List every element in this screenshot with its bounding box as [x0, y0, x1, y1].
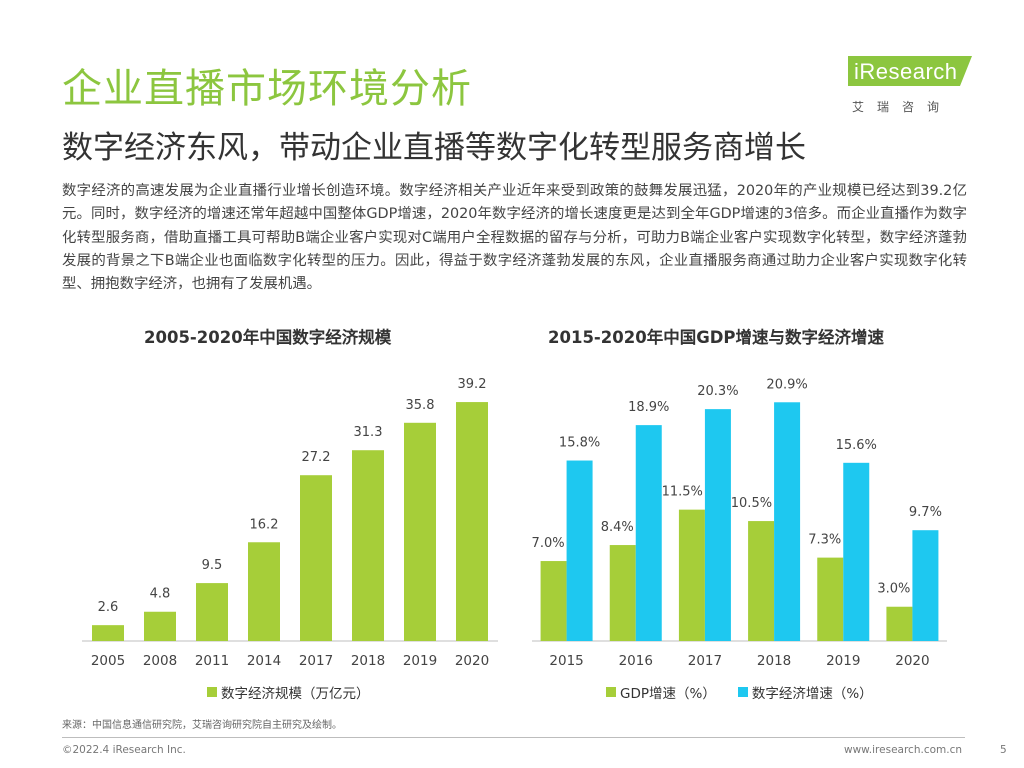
data-label-2005-1: 2.6	[98, 600, 119, 615]
x-tick-label-2018: 2018	[757, 653, 791, 669]
bar-s1-2005	[92, 625, 124, 641]
copyright: ©2022.4 iResearch Inc.	[62, 744, 186, 756]
website-link[interactable]: www.iresearch.com.cn	[844, 744, 963, 756]
bar-s1-2017	[678, 509, 705, 641]
x-tick-label-2011: 2011	[195, 653, 229, 669]
legend-swatch-gdp	[606, 687, 616, 697]
page-title: 企业直播市场环境分析	[62, 66, 472, 112]
bar-s2-2018	[774, 402, 801, 641]
x-tick-label-2005: 2005	[91, 653, 125, 669]
data-label-2020-1: 39.2	[458, 377, 487, 392]
x-tick-label-2020: 2020	[895, 653, 929, 669]
bar-s2-2020	[912, 530, 939, 641]
bar-s1-2020	[886, 606, 913, 641]
logo-text: iResearch	[854, 59, 958, 84]
logo-shape	[848, 56, 972, 86]
bar-s1-2018	[352, 450, 384, 641]
data-label-2019-2: 15.6%	[836, 438, 877, 453]
x-tick-label-2019: 2019	[826, 653, 860, 669]
data-label-2008-1: 4.8	[150, 587, 171, 602]
chart-title-digital-economy-scale: 2005-2020年中国数字经济规模	[144, 328, 392, 347]
bar-s2-2016	[635, 425, 662, 641]
bar-s1-2019	[404, 422, 436, 641]
bar-s1-2014	[248, 542, 280, 641]
legend-item-scale: 数字经济规模（万亿元）	[207, 682, 370, 702]
iresearch-logo: iResearch 艾瑞咨询	[848, 54, 978, 114]
data-label-2015-1: 7.0%	[532, 536, 565, 551]
data-label-2018-1: 10.5%	[731, 496, 772, 511]
digital-economy-scale-chart: 2.6 2005 4.8 2008 9.5 2011 16.2 2014 27.2 2017 31.…	[82, 377, 498, 669]
bar-s1-2018	[748, 521, 775, 641]
data-label-2011-1: 9.5	[202, 558, 223, 573]
data-label-2019-1: 7.3%	[808, 533, 841, 548]
bar-s1-2008	[144, 611, 176, 641]
growth-comparison-chart: 7.0% 15.8% 2015 8.4% 18.9% 2016 11.5% 20.3% 2017…	[532, 377, 947, 669]
body-paragraph: 数字经济的高速发展为企业直播行业增长创造环境。数字经济相关产业近年来受到政策的鼓…	[62, 183, 967, 293]
chart-title-growth-comparison: 2015-2020年中国GDP增速与数字经济增速	[548, 328, 885, 347]
legend-label-digital: 数字经济增速（%）	[751, 686, 873, 702]
data-label-2014-1: 16.2	[250, 517, 279, 532]
legend-swatch-digital	[737, 687, 748, 697]
data-label-2015-2: 15.8%	[559, 436, 600, 451]
bar-s2-2015	[566, 460, 593, 641]
bar-s1-2017	[300, 475, 332, 641]
x-tick-label-2019: 2019	[403, 653, 437, 669]
data-label-2016-1: 8.4%	[601, 520, 634, 535]
x-tick-label-2018: 2018	[351, 653, 385, 669]
page-number: 5	[1000, 744, 1007, 756]
bar-s1-2019	[817, 557, 844, 641]
logo-badge: iResearch	[848, 56, 972, 86]
data-label-2019-1: 35.8	[406, 398, 435, 413]
legend-label-gdp: GDP增速（%）	[620, 686, 716, 702]
legend-item-digital: 数字经济增速（%）	[737, 682, 873, 702]
legend-swatch-scale	[207, 687, 217, 697]
bar-s1-2015	[540, 561, 567, 641]
page-subtitle: 数字经济东风，带动企业直播等数字化转型服务商增长	[62, 130, 806, 166]
x-tick-label-2008: 2008	[143, 653, 177, 669]
data-label-2018-2: 20.9%	[766, 377, 807, 392]
bar-s2-2019	[843, 462, 870, 641]
x-tick-label-2014: 2014	[247, 653, 281, 669]
x-tick-label-2016: 2016	[619, 653, 653, 669]
legend-item-gdp: GDP增速（%）	[606, 682, 716, 702]
x-tick-label-2015: 2015	[549, 653, 583, 669]
data-label-2017-1: 11.5%	[662, 485, 703, 500]
legend-label-scale: 数字经济规模（万亿元）	[221, 686, 370, 702]
footer-divider	[62, 737, 965, 738]
x-tick-label-2017: 2017	[688, 653, 722, 669]
data-label-2017-2: 20.3%	[697, 384, 738, 399]
data-label-2020-2: 9.7%	[909, 505, 942, 520]
bar-s2-2017	[704, 409, 731, 641]
bar-s1-2011	[196, 583, 228, 641]
logo-chinese-name: 艾瑞咨询	[852, 100, 953, 114]
bar-s1-2020	[456, 402, 488, 641]
data-label-2017-1: 27.2	[302, 450, 331, 465]
x-tick-label-2020: 2020	[455, 653, 489, 669]
bar-s1-2016	[609, 545, 636, 641]
source-note: 来源：中国信息通信研究院，艾瑞咨询研究院自主研究及绘制。	[62, 720, 342, 731]
data-label-2020-1: 3.0%	[877, 582, 910, 597]
data-label-2016-2: 18.9%	[628, 400, 669, 415]
data-label-2018-1: 31.3	[354, 425, 383, 440]
legend-chart1: 数字经济规模（万亿元）	[207, 682, 392, 702]
x-tick-label-2017: 2017	[299, 653, 333, 669]
legend-chart2: GDP增速（%） 数字经济增速（%）	[606, 682, 895, 702]
